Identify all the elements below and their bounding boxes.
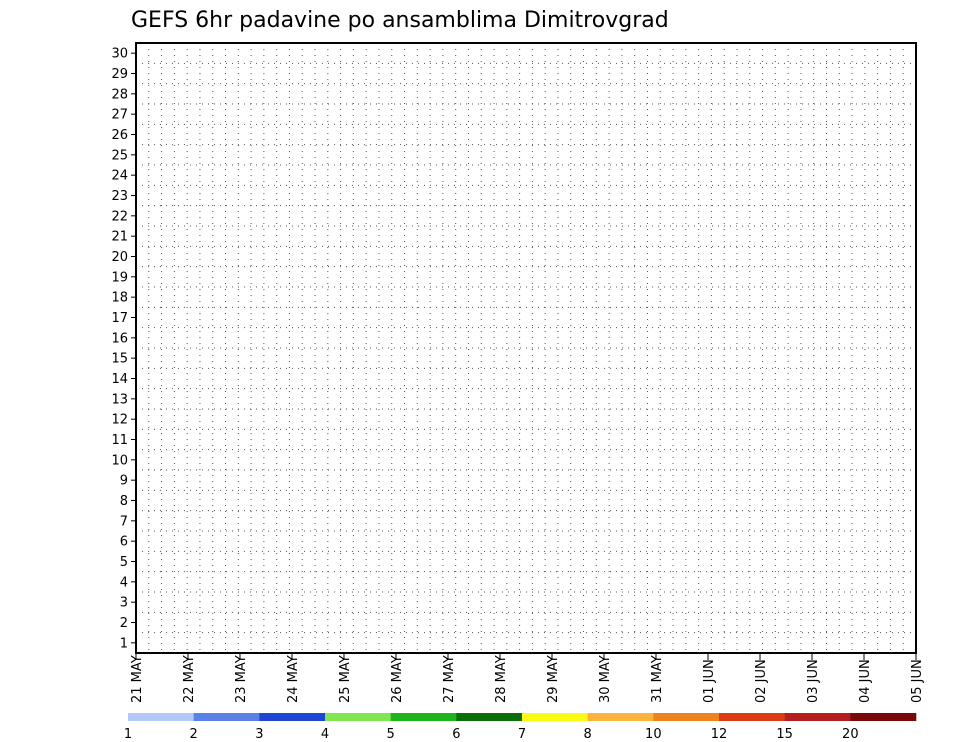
y-tick-label: 4 — [120, 575, 128, 590]
y-axis-ticks: 1234567891011121314151617181920212223242… — [111, 47, 136, 651]
legend-color-swatch — [259, 713, 326, 721]
y-tick-label: 16 — [111, 331, 128, 346]
x-tick-label: 28 MAY — [494, 655, 509, 703]
legend-label: 8 — [584, 727, 592, 742]
y-tick-label: 27 — [111, 108, 128, 123]
legend-label: 4 — [321, 727, 329, 742]
y-tick-label: 13 — [111, 392, 128, 407]
x-tick-label: 01 JUN — [702, 659, 717, 703]
legend-color-swatch — [522, 713, 588, 721]
x-tick-label: 29 MAY — [546, 655, 561, 703]
y-tick-label: 26 — [111, 128, 128, 143]
legend-color-swatch — [587, 713, 654, 721]
x-tick-label: 25 MAY — [338, 655, 353, 703]
y-tick-label: 15 — [111, 352, 128, 367]
legend-label: 10 — [645, 727, 662, 742]
y-tick-label: 18 — [111, 291, 128, 306]
legend-label: 5 — [387, 727, 395, 742]
y-tick-label: 30 — [111, 47, 128, 62]
x-tick-label: 04 JUN — [858, 659, 873, 703]
x-tick-label: 24 MAY — [286, 655, 301, 703]
legend-color-swatch — [850, 713, 917, 721]
y-tick-label: 10 — [111, 453, 128, 468]
x-tick-label: 22 MAY — [182, 655, 197, 703]
y-tick-label: 23 — [111, 189, 128, 204]
legend-label: 6 — [452, 727, 460, 742]
x-tick-label: 02 JUN — [754, 659, 769, 703]
y-tick-label: 19 — [111, 270, 128, 285]
y-tick-label: 11 — [111, 433, 128, 448]
y-tick-label: 24 — [111, 169, 128, 184]
y-tick-label: 22 — [111, 209, 128, 224]
plot-frame — [135, 42, 917, 654]
x-tick-label: 30 MAY — [598, 655, 613, 703]
y-tick-label: 21 — [111, 230, 128, 245]
legend-color-swatch — [719, 713, 785, 721]
chart-title: GEFS 6hr padavine po ansamblima Dimitrov… — [131, 8, 669, 33]
legend-label: 12 — [711, 727, 728, 742]
y-tick-label: 14 — [111, 372, 128, 387]
y-tick-label: 3 — [120, 596, 128, 611]
x-tick-label: 21 MAY — [130, 655, 145, 703]
y-tick-label: 29 — [111, 67, 128, 82]
y-tick-label: 17 — [111, 311, 128, 326]
x-tick-label: 27 MAY — [442, 655, 457, 703]
y-tick-label: 20 — [111, 250, 128, 265]
legend-color-swatch — [456, 713, 523, 721]
y-tick-label: 1 — [120, 636, 128, 651]
legend-color-swatch — [653, 713, 720, 721]
legend-color-swatch — [128, 713, 194, 721]
y-tick-label: 12 — [111, 413, 128, 428]
y-tick-label: 9 — [120, 474, 128, 489]
legend-label: 7 — [518, 727, 526, 742]
y-tick-label: 2 — [120, 616, 128, 631]
legend-colorbar: 1 2 3 4 5 6 7 8 10 12 15 20 — [124, 713, 917, 742]
legend-label: 15 — [776, 727, 793, 742]
legend-label: 3 — [255, 727, 263, 742]
legend-color-swatch — [193, 713, 260, 721]
y-tick-label: 5 — [120, 555, 128, 570]
legend-label: 2 — [190, 727, 198, 742]
y-tick-label: 8 — [120, 494, 128, 509]
dotted-grid — [136, 43, 916, 653]
x-tick-label: 05 JUN — [910, 659, 925, 703]
x-tick-label: 03 JUN — [806, 659, 821, 703]
y-tick-label: 6 — [120, 535, 128, 550]
legend-color-swatch — [325, 713, 391, 721]
legend-color-swatch — [784, 713, 851, 721]
legend-label: 1 — [124, 727, 132, 742]
y-tick-label: 25 — [111, 148, 128, 163]
x-tick-label: 23 MAY — [234, 655, 249, 703]
legend-label: 20 — [842, 727, 859, 742]
x-tick-label: 26 MAY — [390, 655, 405, 703]
y-tick-label: 7 — [120, 514, 128, 529]
x-tick-label: 31 MAY — [650, 655, 665, 703]
x-axis-ticks: 21 MAY 22 MAY 23 MAY 24 MAY 25 MAY 26 MAY 27 M… — [130, 653, 925, 703]
y-tick-label: 28 — [111, 87, 128, 102]
legend-color-swatch — [390, 713, 457, 721]
